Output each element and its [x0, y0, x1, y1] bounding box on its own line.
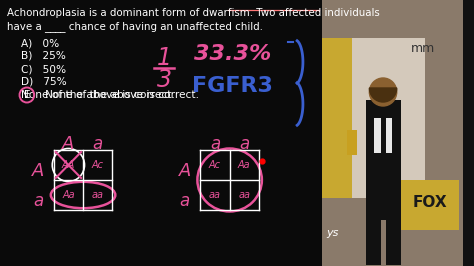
Wedge shape — [369, 88, 397, 102]
Text: A: A — [179, 162, 191, 180]
Text: FGFR3: FGFR3 — [192, 76, 273, 96]
Text: a: a — [92, 135, 103, 153]
Text: aa: aa — [209, 190, 221, 200]
Text: B)   25%: B) 25% — [21, 51, 66, 61]
Text: Aa: Aa — [238, 160, 251, 170]
Text: OX: OX — [328, 42, 349, 56]
Bar — [366, 220, 381, 265]
Text: A: A — [62, 135, 74, 153]
Text: a: a — [210, 135, 220, 153]
Text: FOX: FOX — [413, 195, 447, 210]
Text: 33.3%: 33.3% — [194, 44, 271, 64]
Bar — [386, 220, 401, 265]
Text: A: A — [32, 162, 44, 180]
Bar — [337, 38, 425, 198]
Text: a: a — [33, 192, 43, 210]
Bar — [322, 38, 352, 198]
Text: 1: 1 — [157, 46, 172, 70]
Text: Ac: Ac — [91, 160, 104, 170]
Text: ys: ys — [327, 228, 339, 238]
Text: Ac: Ac — [209, 160, 221, 170]
Bar — [374, 118, 392, 153]
Text: a: a — [239, 135, 249, 153]
Text: 3: 3 — [157, 68, 172, 92]
Text: E: E — [24, 90, 30, 100]
Text: D)   75%: D) 75% — [21, 77, 67, 87]
Text: C)   50%: C) 50% — [21, 64, 67, 74]
Text: aa: aa — [238, 190, 250, 200]
Bar — [366, 100, 401, 220]
Bar — [322, 0, 463, 266]
Text: a: a — [180, 192, 190, 210]
Text: None of the above is correct.: None of the above is correct. — [21, 90, 175, 100]
Text: Aa: Aa — [62, 190, 75, 200]
Bar — [347, 130, 356, 155]
Text: have a ____ chance of having an unaffected child.: have a ____ chance of having an unaffect… — [7, 21, 263, 32]
Circle shape — [369, 78, 397, 106]
Bar — [401, 180, 459, 230]
Bar — [381, 118, 386, 153]
Text: None of the above is correct.: None of the above is correct. — [35, 90, 199, 100]
Text: mm: mm — [410, 42, 435, 55]
Text: AA: AA — [62, 160, 75, 170]
Text: Achondroplasia is a dominant form of dwarfism. Two affected individuals: Achondroplasia is a dominant form of dwa… — [7, 8, 380, 18]
Bar — [0, 0, 322, 266]
Text: A)   0%: A) 0% — [21, 38, 60, 48]
Text: aa: aa — [91, 190, 104, 200]
